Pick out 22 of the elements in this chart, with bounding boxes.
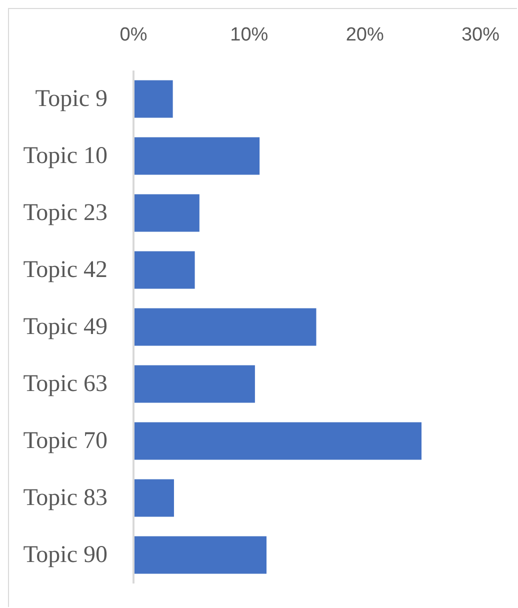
y-tick-label: Topic 10 <box>23 143 108 169</box>
bar <box>134 365 255 403</box>
x-tick-label: 20% <box>346 24 384 46</box>
y-tick-label: Topic 63 <box>23 371 108 397</box>
y-tick-label: Topic 9 <box>35 86 108 112</box>
bar <box>134 422 422 460</box>
y-tick-label: Topic 49 <box>23 314 108 340</box>
y-tick-label: Topic 70 <box>23 428 108 454</box>
bar <box>134 80 173 118</box>
x-tick-label: 10% <box>230 24 268 46</box>
bar <box>134 137 260 175</box>
bar <box>134 479 174 517</box>
bar <box>134 194 200 232</box>
y-tick-label: Topic 90 <box>23 542 108 568</box>
y-tick-label: Topic 83 <box>23 485 108 511</box>
x-tick-label: 0% <box>120 24 148 46</box>
bar <box>134 308 316 346</box>
x-tick-label: 30% <box>461 24 500 46</box>
y-tick-label: Topic 23 <box>23 200 108 226</box>
y-tick-label: Topic 42 <box>23 257 108 283</box>
bar <box>134 536 267 574</box>
bar <box>134 251 195 289</box>
